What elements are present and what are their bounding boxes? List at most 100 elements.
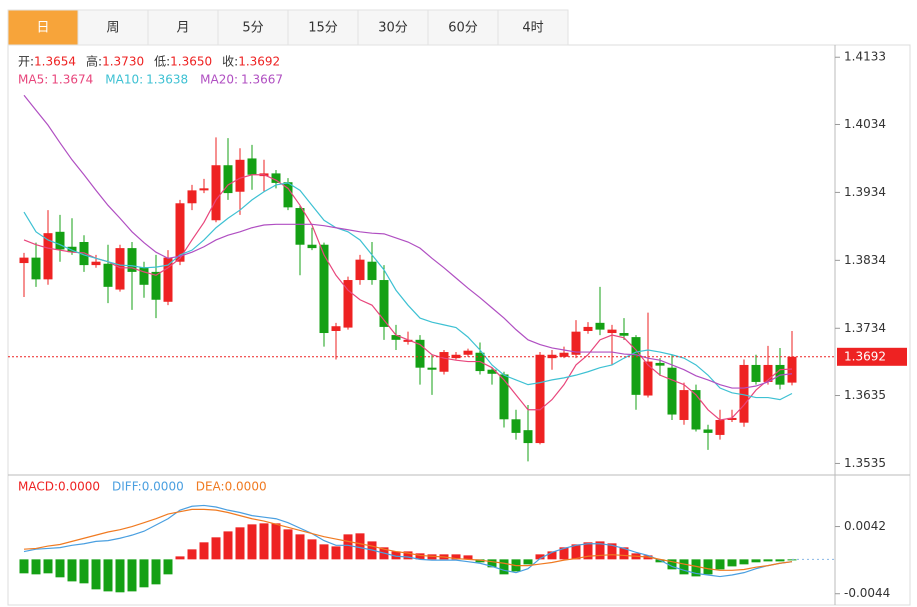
tab[interactable]: [357, 9, 429, 46]
tab-label[interactable]: 15分: [308, 21, 338, 36]
macd-bar: [127, 559, 137, 592]
macd-bar: [499, 559, 509, 575]
candle-body: [463, 350, 473, 355]
legend-text: MA20:: [200, 73, 238, 87]
candle-body: [163, 257, 173, 302]
candle-body: [379, 280, 389, 327]
legend-text: 收:: [222, 55, 238, 69]
legend-text: 1.3650: [170, 55, 212, 69]
candle-body: [115, 248, 125, 290]
candle-body: [283, 182, 293, 208]
candle-body: [199, 188, 209, 191]
macd-bar: [559, 547, 569, 560]
legend-text: DIFF:: [112, 480, 142, 494]
macd-bar: [391, 551, 401, 560]
macd-bar: [487, 559, 497, 568]
candle-body: [427, 367, 437, 370]
candle-body: [79, 241, 89, 266]
candle-body: [703, 429, 713, 433]
candle-body: [415, 339, 425, 368]
macd-bar: [271, 523, 281, 560]
macd-bar: [199, 542, 209, 560]
y-tick-label: 1.3535: [844, 456, 886, 470]
tab[interactable]: [147, 9, 219, 46]
candle-body: [271, 173, 281, 183]
macd-bar: [343, 534, 353, 560]
legend-text: 1.3667: [241, 73, 283, 87]
candle-body: [139, 267, 149, 285]
candle-body: [307, 244, 317, 249]
macd-bar: [79, 559, 89, 584]
macd-bar: [151, 559, 161, 585]
tab-label[interactable]: 5分: [242, 21, 263, 36]
candle-body: [667, 367, 677, 415]
macd-bar: [247, 524, 257, 560]
candle-body: [655, 362, 665, 366]
macd-bar: [19, 559, 29, 574]
macd-bar: [355, 533, 365, 560]
candle-body: [43, 233, 53, 280]
y-tick-label: 1.3934: [844, 185, 886, 199]
legend-text: 开:: [18, 55, 34, 69]
tab[interactable]: [77, 9, 149, 46]
candle-body: [175, 203, 185, 262]
macd-bar: [619, 547, 629, 560]
legend-text: MA5:: [18, 73, 48, 87]
macd-bar: [535, 554, 545, 560]
legend-text: 0.0000: [225, 480, 267, 494]
candle-body: [751, 364, 761, 382]
macd-bar: [43, 559, 53, 574]
macd-bar: [223, 531, 233, 560]
legend-text: 0.0000: [142, 480, 184, 494]
candle-body: [19, 257, 29, 264]
macd-bar: [103, 559, 113, 592]
tab-label[interactable]: 日: [36, 21, 49, 36]
last-price-label: 1.3692: [844, 349, 886, 363]
macd-bar: [91, 559, 101, 590]
chart-frame: [7, 44, 911, 606]
candle-body: [511, 419, 521, 433]
candle-body: [127, 248, 137, 272]
legend-text: 1.3654: [34, 55, 76, 69]
ma-line: [23, 174, 793, 421]
candle-body: [295, 208, 305, 245]
macd-bar: [319, 544, 329, 560]
last-price-box: [837, 347, 907, 366]
legend-text: MACD:: [18, 480, 58, 494]
candle-body: [55, 231, 65, 250]
candle-body: [235, 159, 245, 192]
candle-body: [67, 246, 77, 253]
candle-body: [391, 335, 401, 340]
macd-bar: [331, 546, 341, 560]
candle-body: [535, 354, 545, 444]
tab[interactable]: [497, 9, 569, 46]
candle-body: [727, 417, 737, 420]
ma-line: [23, 182, 793, 401]
tab-label[interactable]: 月: [176, 21, 189, 36]
candle-body: [211, 165, 221, 221]
candle-body: [247, 158, 257, 175]
tab[interactable]: [217, 9, 289, 46]
macd-bar: [775, 559, 785, 562]
y-tick-label: 1.4133: [844, 50, 886, 64]
tab[interactable]: [427, 9, 499, 46]
legend-text: 1.3638: [146, 73, 188, 87]
macd-bar: [715, 559, 725, 570]
candle-body: [787, 356, 797, 383]
tab[interactable]: [7, 9, 79, 46]
legend-text: 1.3692: [238, 55, 280, 69]
macd-bar: [31, 559, 41, 575]
tab-label[interactable]: 周: [106, 21, 119, 36]
macd-bar: [211, 537, 221, 560]
candle-body: [367, 261, 377, 281]
macd-bar: [703, 559, 713, 575]
y-tick-label: 0.0042: [844, 519, 886, 533]
tab-label[interactable]: 60分: [448, 21, 478, 36]
tab-label[interactable]: 30分: [378, 21, 408, 36]
macd-bar: [463, 555, 473, 560]
candle-body: [715, 419, 725, 435]
legend-text: 0.0000: [58, 480, 100, 494]
tab-label[interactable]: 4时: [522, 21, 543, 36]
candle-body: [631, 337, 641, 395]
